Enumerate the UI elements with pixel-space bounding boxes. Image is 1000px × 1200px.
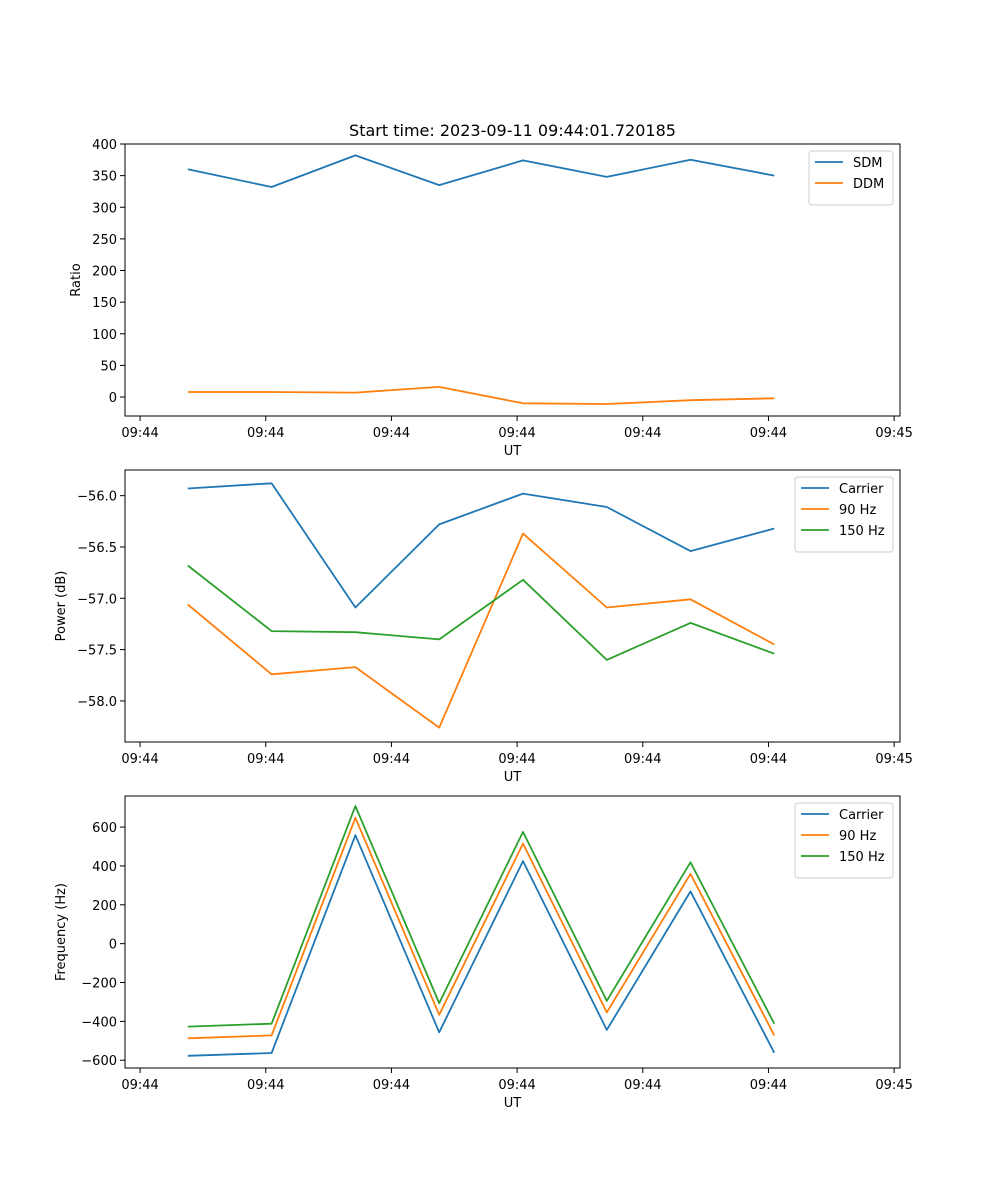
x-tick-label: 09:44 bbox=[624, 1078, 661, 1093]
x-tick-label: 09:45 bbox=[875, 426, 912, 441]
x-tick-label: 09:44 bbox=[624, 752, 661, 767]
legend-label: 150 Hz bbox=[839, 524, 885, 539]
y-tick-label: −56.5 bbox=[77, 541, 117, 556]
series-line-90-hz bbox=[187, 816, 776, 1040]
x-tick-label: 09:44 bbox=[750, 426, 787, 441]
y-tick-label: 150 bbox=[92, 296, 117, 311]
y-tick-label: 350 bbox=[92, 170, 117, 185]
x-tick-label: 09:45 bbox=[875, 752, 912, 767]
y-tick-label: 200 bbox=[92, 899, 117, 914]
series-line-carrier bbox=[187, 482, 775, 609]
chart-panel-2: 09:44 09:44 09:44 09:44 09:44 09:44 09:45 −56.0… bbox=[54, 469, 913, 785]
x-tick-label: 09:44 bbox=[624, 426, 661, 441]
legend: Carrier 90 Hz 150 Hz bbox=[794, 476, 894, 553]
legend-label: 150 Hz bbox=[839, 850, 885, 865]
x-tick-label: 09:44 bbox=[373, 752, 410, 767]
x-tick-label: 09:44 bbox=[121, 752, 158, 767]
axes-frame bbox=[124, 795, 901, 1069]
legend-label: 90 Hz bbox=[839, 503, 876, 518]
legend: Carrier 90 Hz 150 Hz bbox=[794, 802, 894, 879]
axes-frame bbox=[124, 469, 901, 743]
x-tick-label: 09:44 bbox=[247, 1078, 284, 1093]
x-tick-label: 09:44 bbox=[750, 752, 787, 767]
x-tick-label: 09:44 bbox=[247, 752, 284, 767]
legend-label: 90 Hz bbox=[839, 829, 876, 844]
x-axis-label: UT bbox=[504, 444, 522, 459]
y-tick-label: 600 bbox=[92, 821, 117, 836]
x-tick-label: 09:44 bbox=[750, 1078, 787, 1093]
x-tick-label: 09:44 bbox=[121, 1078, 158, 1093]
x-tick-label: 09:45 bbox=[875, 1078, 912, 1093]
legend-label: SDM bbox=[853, 156, 882, 171]
y-tick-label: 400 bbox=[92, 860, 117, 875]
y-tick-label: −57.5 bbox=[77, 644, 117, 659]
y-tick-label: 200 bbox=[92, 265, 117, 280]
legend-box bbox=[794, 476, 894, 553]
y-tick-label: 250 bbox=[92, 233, 117, 248]
x-tick-label: 09:44 bbox=[498, 1078, 535, 1093]
series-line-carrier bbox=[187, 834, 776, 1057]
x-tick-label: 09:44 bbox=[247, 426, 284, 441]
y-axis-label: Frequency (Hz) bbox=[54, 883, 69, 981]
y-tick-label: 400 bbox=[92, 138, 117, 153]
x-tick-label: 09:44 bbox=[498, 752, 535, 767]
x-tick-label: 09:44 bbox=[373, 1078, 410, 1093]
legend-label: Carrier bbox=[839, 808, 884, 823]
y-axis-label: Ratio bbox=[69, 263, 84, 296]
chart-title: Start time: 2023-09-11 09:44:01.720185 bbox=[349, 121, 676, 140]
x-tick-label: 09:44 bbox=[121, 426, 158, 441]
y-axis-label: Power (dB) bbox=[54, 571, 69, 642]
chart-panel-1: Start time: 2023-09-11 09:44:01.720185 09… bbox=[69, 121, 913, 459]
series-line-150-hz bbox=[187, 805, 776, 1028]
x-axis-label: UT bbox=[504, 770, 522, 785]
series-line-150-hz bbox=[187, 564, 775, 661]
y-tick-label: 100 bbox=[92, 328, 117, 343]
legend-box bbox=[808, 150, 894, 206]
y-tick-label: −200 bbox=[81, 977, 117, 992]
y-tick-label: −600 bbox=[81, 1054, 117, 1069]
legend-label: DDM bbox=[853, 177, 884, 192]
y-tick-label: 0 bbox=[109, 391, 117, 406]
y-tick-label: −400 bbox=[81, 1015, 117, 1030]
series-line-90-hz bbox=[187, 532, 775, 729]
legend-label: Carrier bbox=[839, 482, 884, 497]
legend-box bbox=[794, 802, 894, 879]
y-tick-label: −58.0 bbox=[77, 695, 117, 710]
y-tick-label: 0 bbox=[109, 938, 117, 953]
legend: SDM DDM bbox=[808, 150, 894, 206]
chart-panel-3: 09:44 09:44 09:44 09:44 09:44 09:44 09:45 −600 −… bbox=[54, 795, 913, 1111]
y-tick-label: 300 bbox=[92, 201, 117, 216]
y-tick-label: −56.0 bbox=[77, 490, 117, 505]
y-tick-label: −57.0 bbox=[77, 592, 117, 607]
x-tick-label: 09:44 bbox=[373, 426, 410, 441]
x-tick-label: 09:44 bbox=[498, 426, 535, 441]
series-line-sdm bbox=[187, 154, 775, 188]
series-line-ddm bbox=[187, 385, 775, 405]
y-tick-label: 50 bbox=[100, 359, 117, 374]
x-axis-label: UT bbox=[504, 1096, 522, 1111]
axes-frame bbox=[124, 143, 901, 417]
